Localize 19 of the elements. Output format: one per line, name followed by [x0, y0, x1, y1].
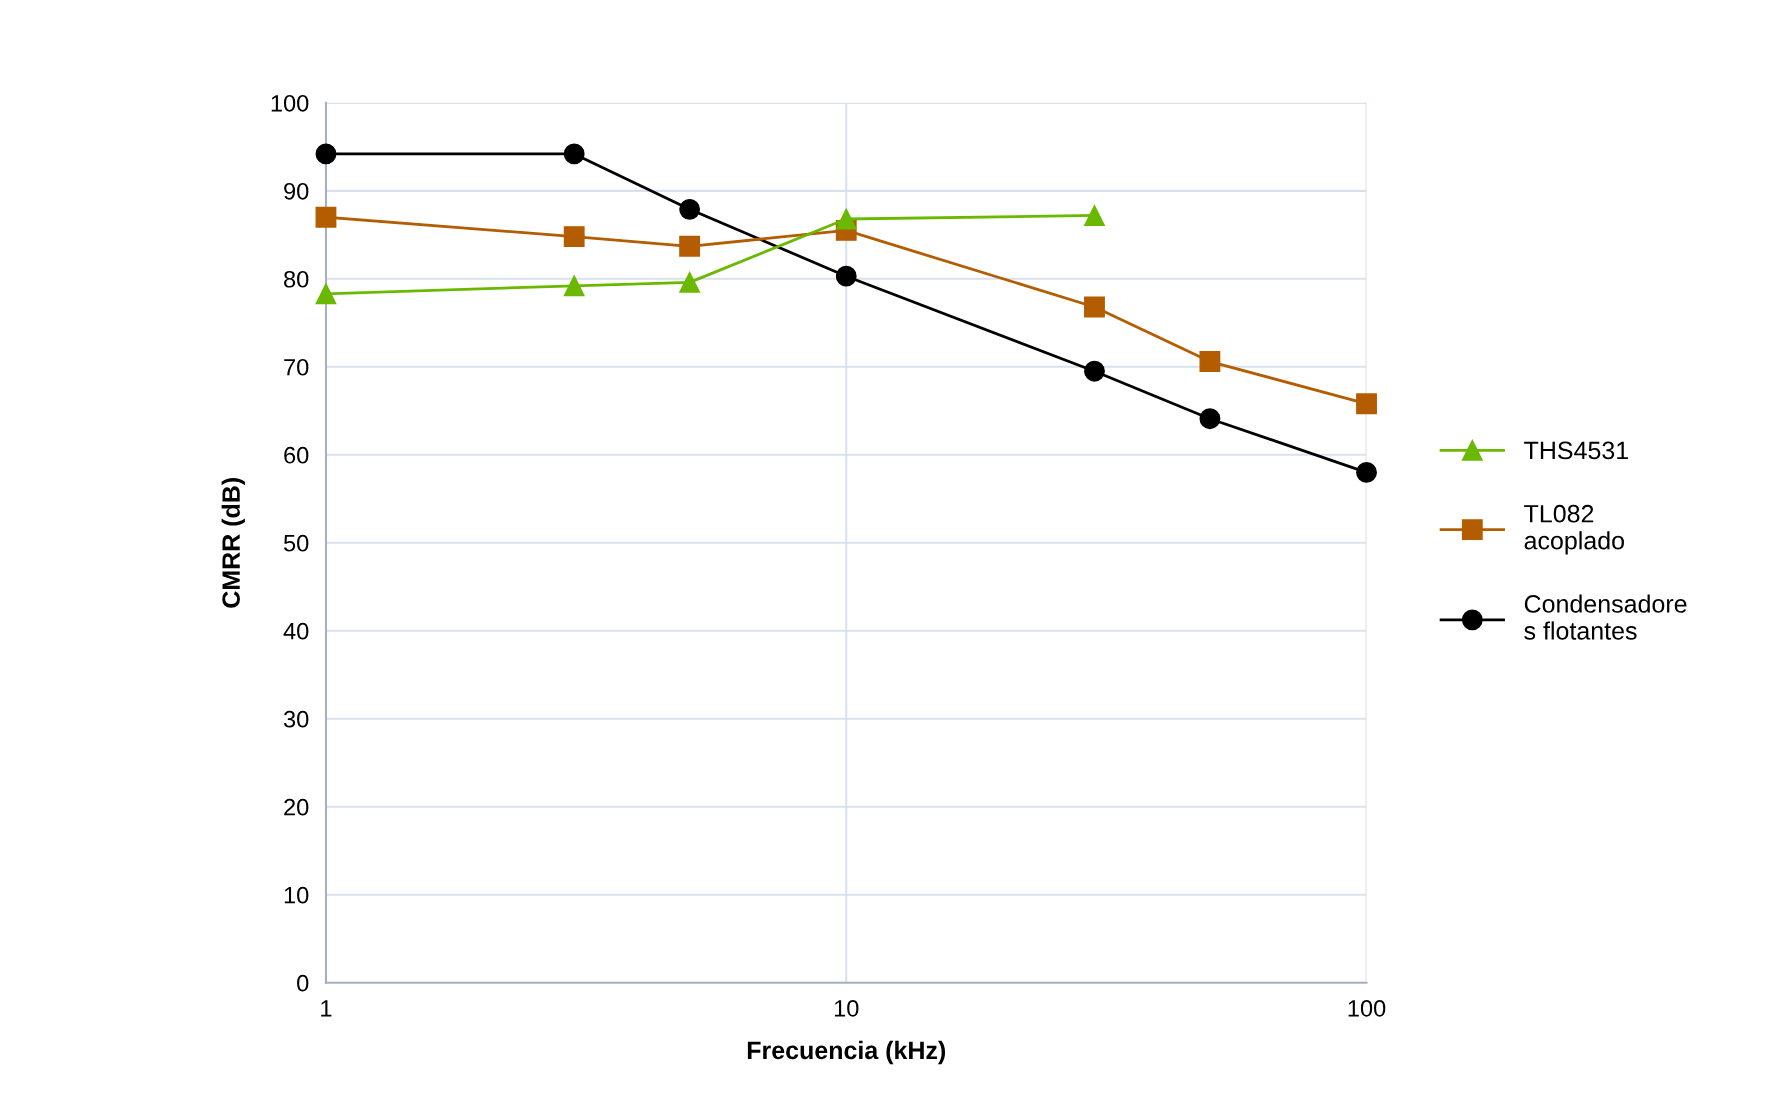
y-tick-label: 100 [271, 94, 309, 112]
y-tick-label: 60 [284, 446, 309, 464]
y-axis-title: CMRR (dB) [221, 478, 245, 608]
y-tick-label: 10 [284, 886, 309, 904]
y-tick-label: 20 [284, 798, 309, 816]
legend-label: TL082 acoplado [1524, 504, 1624, 555]
legend-label: THS4531 [1524, 441, 1628, 460]
y-tick-label: 40 [283, 622, 309, 640]
y-tick-label: 50 [283, 534, 309, 552]
y-tick-label: 0 [297, 974, 309, 992]
y-tick-label: 80 [284, 270, 309, 288]
y-tick-label: 30 [283, 710, 309, 728]
x-axis-title: Frecuencia (kHz) [747, 1040, 946, 1065]
legend-label: Condensadore s flotantes [1524, 594, 1687, 640]
y-tick-label: 70 [284, 358, 309, 376]
x-tick-label: 10 [834, 1000, 859, 1017]
y-tick-label: 90 [284, 182, 309, 200]
x-tick-label: 100 [1348, 1000, 1386, 1017]
x-tick-label: 1 [321, 1000, 332, 1017]
